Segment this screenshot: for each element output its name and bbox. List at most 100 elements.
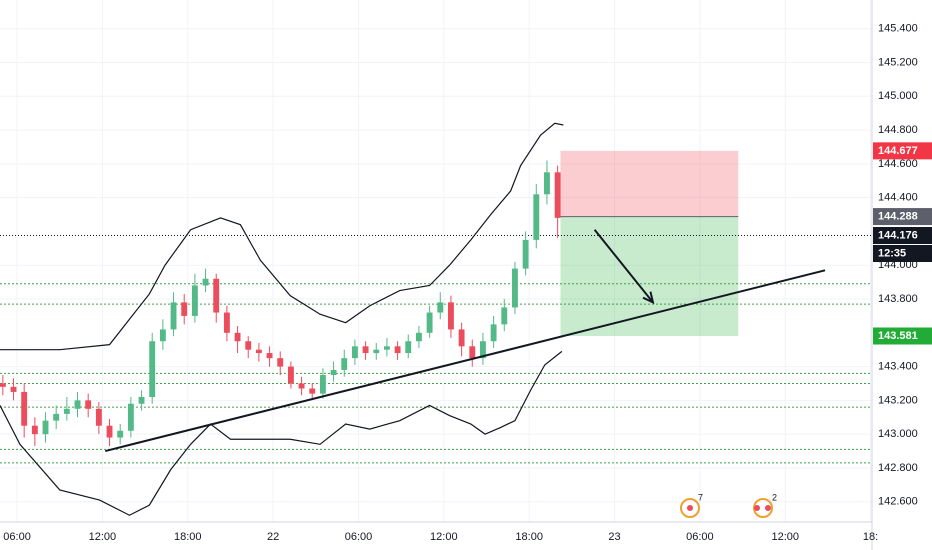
- candle-body: [181, 302, 188, 316]
- x-tick-label: 06:00: [345, 531, 373, 543]
- last-price-label-bg: [873, 226, 932, 244]
- candle-body: [287, 366, 294, 384]
- x-tick-label: 23: [608, 531, 620, 543]
- y-tick-label: 145.400: [878, 23, 918, 35]
- candle-body: [448, 302, 454, 330]
- candle-body: [298, 383, 305, 389]
- candle-body: [362, 346, 369, 354]
- x-tick-label: 22: [267, 531, 279, 543]
- candle-body: [63, 408, 70, 414]
- candle-body: [202, 278, 209, 286]
- upper-band: [0, 122, 564, 351]
- candle-body: [330, 369, 337, 376]
- event-marker: 2: [753, 492, 777, 518]
- target-zone: [560, 216, 739, 337]
- stop-zone: [560, 150, 739, 217]
- candle-body: [159, 329, 166, 342]
- x-tick-label: 06:00: [686, 531, 714, 543]
- candle-body: [0, 383, 6, 387]
- target-label: 143.581: [878, 330, 918, 342]
- event-count: 2: [772, 492, 777, 502]
- candle-body: [458, 329, 465, 347]
- x-tick-label: 18:: [863, 531, 878, 543]
- candle-body: [234, 332, 241, 342]
- event-marker: 7: [680, 492, 703, 518]
- stop-label: 144.677: [878, 145, 918, 157]
- x-tick-label: 12:00: [89, 531, 117, 543]
- candle-body: [426, 312, 433, 333]
- candle-body: [191, 285, 198, 316]
- y-tick-label: 144.600: [878, 158, 918, 170]
- candle-body: [319, 375, 326, 394]
- countdown-label-bg: [873, 244, 932, 262]
- candle-body: [383, 346, 390, 350]
- candle-body: [277, 358, 284, 367]
- arrow-head: [642, 291, 655, 305]
- y-tick-label: 144.800: [878, 124, 918, 136]
- candle-body: [512, 268, 518, 308]
- plot-area: [0, 122, 872, 516]
- candle-body: [394, 346, 401, 354]
- candle-body: [74, 400, 81, 409]
- lower-band: [0, 350, 563, 516]
- candle-body: [480, 341, 486, 359]
- y-tick-label: 144.000: [878, 259, 918, 271]
- candle-body: [149, 341, 156, 397]
- y-tick-label: 143.000: [878, 428, 918, 440]
- stop-label-bg: [873, 142, 932, 160]
- candle-body: [10, 386, 17, 392]
- candle-body: [373, 349, 380, 354]
- y-tick-label: 143.400: [878, 360, 918, 372]
- y-tick-label: 142.800: [878, 462, 918, 474]
- candle-body: [85, 400, 92, 409]
- event-count: 7: [698, 492, 703, 502]
- x-tick-label: 12:00: [771, 531, 799, 543]
- candle-body: [42, 420, 49, 435]
- y-tick-label: 143.200: [878, 394, 918, 406]
- candle-body: [255, 349, 262, 354]
- x-tick-label: 18:00: [174, 531, 202, 543]
- candle-body: [309, 388, 316, 394]
- candle-body: [138, 396, 145, 404]
- candle-body: [351, 346, 358, 359]
- y-tick-label: 143.800: [878, 293, 918, 305]
- y-tick-label: 145.000: [878, 90, 918, 102]
- arrow: [593, 229, 654, 304]
- target-label-bg: [873, 327, 932, 345]
- candle-body: [266, 353, 273, 359]
- grid: [0, 0, 872, 522]
- candle-body: [245, 341, 252, 350]
- candle-body: [21, 391, 28, 426]
- candle-body: [405, 341, 412, 354]
- countdown-label: 12:35: [878, 247, 906, 259]
- y-tick-label: 142.600: [878, 496, 918, 508]
- candle-body: [223, 312, 230, 333]
- candle-body: [554, 172, 561, 218]
- last-price-label: 144.176: [878, 229, 918, 241]
- candle-body: [31, 425, 38, 435]
- candle-body: [437, 302, 444, 313]
- candle-body: [469, 346, 476, 359]
- candle-body: [415, 332, 422, 342]
- candle-body: [117, 430, 124, 438]
- candle-body: [501, 307, 508, 325]
- candle-body: [213, 278, 220, 313]
- candle-body: [95, 408, 102, 426]
- trend-line: [105, 269, 826, 453]
- y-tick-label: 145.200: [878, 56, 918, 68]
- candle-body: [106, 425, 113, 438]
- candle-body: [341, 358, 348, 370]
- candle-body: [53, 413, 60, 421]
- candle-body: [490, 324, 497, 342]
- entry-label: 144.288: [878, 210, 918, 222]
- candle-body: [522, 239, 529, 269]
- candle-body: [127, 403, 134, 431]
- candle-body: [544, 172, 550, 195]
- entry-label-bg: [873, 208, 932, 226]
- x-tick-label: 18:00: [515, 531, 543, 543]
- y-tick-label: 144.400: [878, 192, 918, 204]
- x-tick-label: 12:00: [430, 531, 458, 543]
- candle-body: [533, 194, 540, 240]
